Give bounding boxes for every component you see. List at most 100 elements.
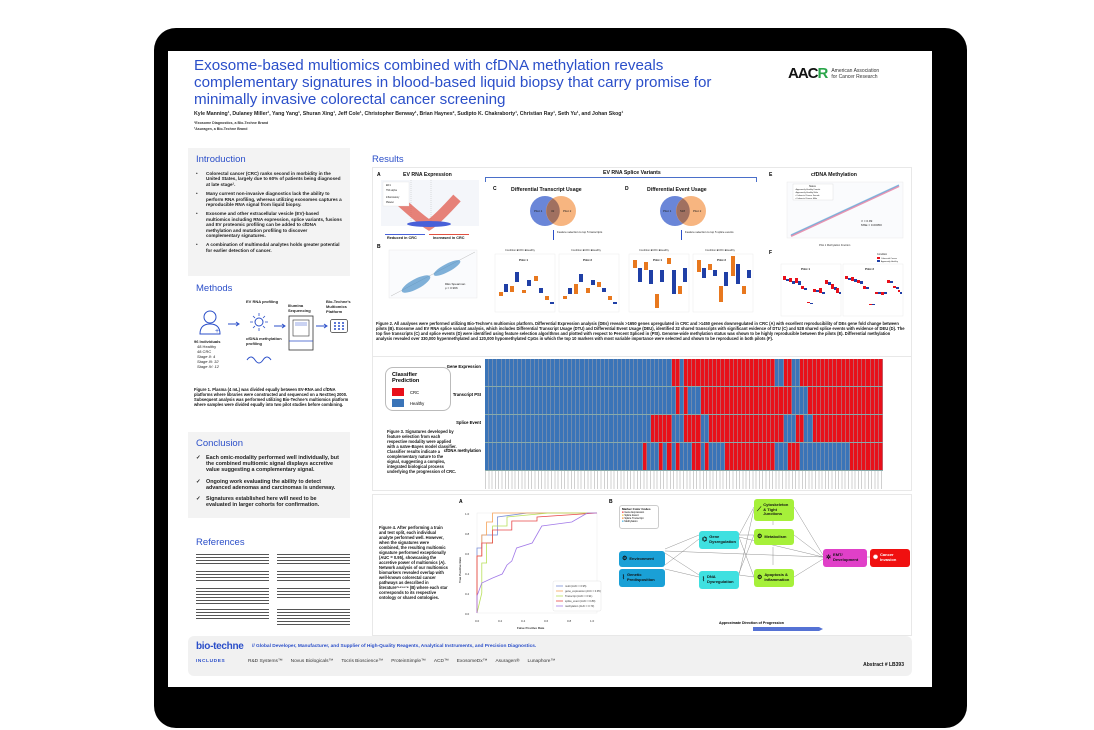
svg-text:Pilot 2: Pilot 2 — [865, 267, 874, 271]
svg-text:DEs Spearman: DEs Spearman — [445, 282, 466, 286]
introduction-panel: Introduction Colorectal cancer (CRC) ran… — [188, 148, 350, 276]
arrow-icon — [228, 321, 240, 327]
reference-item — [196, 571, 269, 583]
svg-text:• Apparently Healthy Male: • Apparently Healthy Male — [795, 191, 819, 194]
svg-text:0.0: 0.0 — [465, 612, 470, 616]
dna-icon — [246, 356, 272, 364]
svg-text:Pilot 1: Pilot 1 — [534, 209, 543, 213]
svg-text:True Positive Rate: True Positive Rate — [458, 557, 462, 583]
svg-text:False Positive Rate: False Positive Rate — [517, 626, 545, 630]
svg-text:Pilot 1: Pilot 1 — [653, 258, 662, 262]
intro-bullet: A combination of multimodal analytes hol… — [196, 242, 342, 253]
svg-text:Condition ■CRC ■Healthy: Condition ■CRC ■Healthy — [705, 248, 736, 252]
bio-techne-logo: bio-techne — [196, 641, 244, 652]
svg-text:• Colorectal Cancer Female: • Colorectal Cancer Female — [795, 194, 820, 197]
svg-text:methylation (AUC = 0.73): methylation (AUC = 0.73) — [565, 604, 594, 608]
exosome-icon — [250, 313, 268, 331]
footer-tagline: // Global Developer, Manufacturer, and S… — [252, 644, 537, 649]
poster: Exosome-based multiomics combined with c… — [168, 51, 932, 687]
svg-text:1.0: 1.0 — [590, 619, 595, 623]
figure-4: Figure 4. After performing a train and t… — [372, 494, 912, 636]
footer-banner: bio-techne // Global Developer, Manufact… — [188, 636, 912, 676]
includes-label: INCLUDES — [196, 659, 226, 664]
svg-text:• Apparently Healthy Female: • Apparently Healthy Female — [795, 188, 821, 191]
svg-text:0.6: 0.6 — [544, 619, 549, 623]
classifier-heatmap — [485, 359, 883, 471]
node-dna-dysregulation: ⌇ DNA Dysregulation — [699, 571, 739, 589]
left-column: Introduction Colorectal cancer (CRC) ran… — [188, 148, 350, 276]
poster-title: Exosome-based multiomics combined with c… — [194, 57, 712, 108]
conclusion-point: Ongoing work evaluating the ability to d… — [196, 479, 342, 491]
svg-text:MSE = 0.00050: MSE = 0.00050 — [861, 223, 882, 227]
svg-text:32: 32 — [551, 209, 555, 213]
conclusion-point: Signatures established here will need to… — [196, 496, 342, 508]
affiliation-1: ¹Exosome Diagnostics, a Bio-Techne Brand — [194, 121, 269, 125]
plate-icon — [330, 319, 348, 333]
cfdna-step: cfDNA methylation profiling — [246, 336, 282, 346]
svg-text:Transcript (AUC = 0.91): Transcript (AUC = 0.91) — [565, 594, 592, 598]
svg-text:Condition: Condition — [877, 253, 888, 256]
svg-text:Pilot 1 Methylation Fraction: Pilot 1 Methylation Fraction — [819, 243, 851, 247]
reference-item — [277, 609, 350, 625]
reference-item — [277, 554, 350, 564]
svg-text:EIF1: EIF1 — [386, 185, 392, 187]
volcano-plot: EIF1 TNF-alpha Inflammatory Platelet — [381, 180, 479, 231]
heatmap-row — [485, 443, 883, 471]
classifier-legend: Classifier Prediction CRC Healthy — [385, 367, 451, 411]
heatmap-row — [485, 415, 883, 443]
svg-text:+: + — [215, 328, 219, 335]
conclusion-panel: Conclusion Each omic-modality performed … — [188, 432, 350, 518]
intro-bullet: Many current non-invasive diagnostics la… — [196, 191, 342, 207]
svg-text:Pilot 2: Pilot 2 — [563, 209, 572, 213]
svg-text:0.0: 0.0 — [475, 619, 480, 623]
svg-text:Pilot 1: Pilot 1 — [663, 209, 672, 213]
results-title: Results — [372, 154, 404, 165]
methods-title: Methods — [196, 283, 233, 294]
svg-text:Status: Status — [809, 185, 817, 188]
svg-text:Platelet: Platelet — [386, 201, 394, 204]
aacr-mark: AACR — [788, 65, 828, 82]
svg-text:0.4: 0.4 — [465, 572, 470, 576]
network-edges — [664, 506, 870, 631]
node-emt: ✲ EMT/ Development — [823, 549, 867, 567]
splice-boxplots: Condition ■CRC ■Healthy Condition ■CRC ■… — [494, 248, 754, 313]
node-cytoskeleton: ⟋ Cytoskeleton & Tight Junctions — [754, 499, 794, 521]
svg-text:Condition ■CRC ■Healthy: Condition ■CRC ■Healthy — [571, 248, 602, 252]
node-cancer-invasion: ✺ Cancer Invasion — [870, 549, 910, 567]
sequencing-step: Illumina Sequencing — [288, 303, 311, 313]
svg-text:multi (AUC = 0.95): multi (AUC = 0.95) — [565, 584, 587, 588]
node-metabolism: ⚙ Metabolism — [754, 529, 794, 545]
arrow-icon — [316, 323, 328, 329]
platform-step: Bio-Techne's Multiomics Platform — [326, 299, 351, 314]
references-title: References — [196, 537, 245, 548]
pilot-scatter-plot: DEs Spearman ρ = 0.966 — [388, 249, 478, 299]
figure-3: Classifier Prediction CRC Healthy Figure… — [372, 356, 912, 491]
node-apoptosis: ⚙ Apoptosis & Inflammation — [754, 569, 794, 587]
conclusion-point: Each omic-modality performed well indivi… — [196, 455, 342, 474]
svg-text:1.0: 1.0 — [465, 512, 470, 516]
svg-text:r² = 0.99: r² = 0.99 — [861, 219, 873, 223]
svg-text:Pilot 1: Pilot 1 — [519, 258, 528, 262]
svg-text:0.6: 0.6 — [465, 552, 470, 556]
methylation-scatter: Status • Apparently Healthy Female • App… — [786, 181, 904, 247]
reference-item — [277, 588, 350, 598]
svg-text:Inflammatory: Inflammatory — [386, 196, 400, 199]
marker-legend: Marker Color Codes ■ Gene Expression ■ S… — [619, 505, 659, 529]
figure-4-caption: Figure 4. After performing a train and t… — [379, 525, 448, 600]
svg-text:0.8: 0.8 — [567, 619, 572, 623]
svg-text:0.2: 0.2 — [465, 592, 470, 596]
svg-text:• Colorectal Cancer Male: • Colorectal Cancer Male — [795, 197, 818, 200]
splice-header: EV RNA Splice Variants — [603, 170, 661, 176]
introduction-title: Introduction — [196, 154, 246, 165]
panel-c-title: Differential Transcript Usage — [511, 187, 582, 193]
svg-text:TNF-alpha: TNF-alpha — [386, 190, 398, 192]
dtu-venn: Pilot 1 32 Pilot 2 — [530, 196, 576, 226]
svg-text:0.8: 0.8 — [465, 532, 470, 536]
svg-text:Pilot 2: Pilot 2 — [693, 209, 702, 213]
methods-section: Methods + 96 Individuals 48 Healthy 48 C… — [188, 283, 351, 433]
panel-e-title: cfDNA Methylation — [811, 172, 857, 178]
aacr-logo: AACR American Association for Cancer Res… — [788, 65, 880, 82]
reference-item — [277, 571, 350, 583]
conclusion-points: Each omic-modality performed well indivi… — [196, 455, 342, 508]
svg-text:0.2: 0.2 — [498, 619, 503, 623]
